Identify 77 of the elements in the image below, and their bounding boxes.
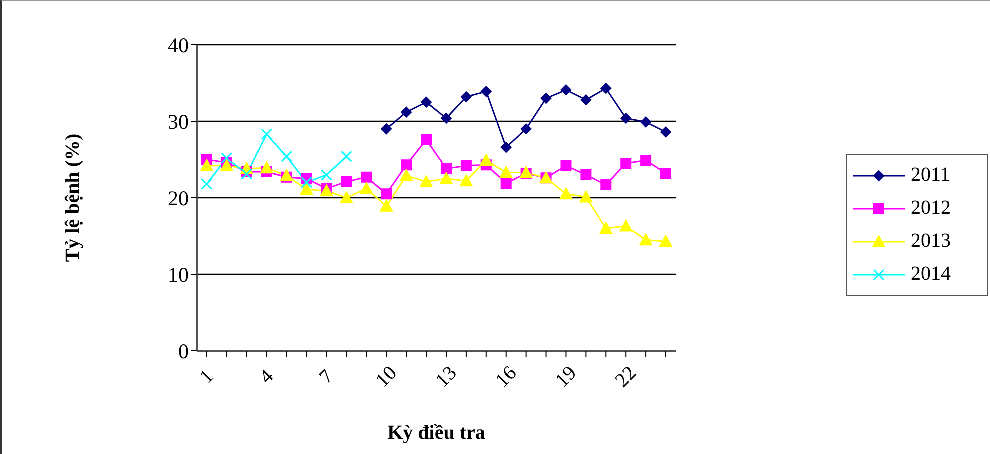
point	[560, 188, 573, 200]
point	[400, 169, 414, 182]
point	[580, 190, 593, 203]
point	[241, 168, 253, 180]
point	[660, 168, 672, 180]
point	[220, 159, 234, 172]
legend-label: 2014	[911, 263, 951, 286]
legend-label: 2013	[911, 230, 951, 253]
y-tick-label: 0	[178, 339, 189, 364]
x-tick-label: 4	[256, 366, 278, 388]
point	[620, 220, 633, 232]
point	[600, 179, 612, 190]
point	[560, 160, 572, 172]
y-tick-label: 30	[168, 110, 189, 134]
point	[280, 169, 294, 182]
point	[620, 112, 632, 124]
point	[320, 184, 334, 197]
point	[500, 178, 512, 189]
point	[580, 94, 592, 106]
point	[480, 154, 493, 166]
legend-label: 2011	[911, 164, 950, 187]
point	[660, 126, 672, 138]
point	[540, 93, 552, 104]
point	[440, 172, 453, 184]
x-tick-label: 7	[315, 366, 338, 388]
point	[600, 83, 612, 94]
point	[600, 222, 613, 234]
y-tick-label: 40	[168, 33, 189, 58]
point	[640, 116, 652, 128]
point	[200, 159, 214, 172]
y-tick-label: 20	[168, 186, 189, 210]
point	[300, 183, 314, 196]
x-axis-title: Kỳ điều tra	[388, 422, 486, 444]
point	[660, 235, 673, 248]
point	[381, 124, 392, 135]
point	[381, 188, 392, 200]
point	[221, 152, 233, 164]
point	[460, 160, 472, 172]
point	[320, 169, 332, 181]
point	[421, 134, 432, 146]
point	[261, 128, 273, 140]
point	[260, 162, 274, 174]
legend-label: 2012	[911, 197, 951, 220]
point	[380, 200, 394, 212]
point	[520, 124, 532, 135]
point	[341, 176, 352, 188]
x-tick-label: 22	[611, 362, 641, 392]
x-tick-label: 1	[196, 366, 218, 388]
point	[301, 176, 313, 188]
x-tick-label: 13	[432, 362, 462, 392]
point	[580, 170, 592, 181]
point	[480, 86, 492, 98]
point	[460, 174, 473, 187]
point	[640, 155, 652, 166]
point	[281, 150, 293, 162]
point	[440, 112, 452, 124]
point	[460, 92, 472, 103]
point	[440, 163, 452, 174]
point	[500, 166, 513, 178]
y-tick-label: 10	[168, 262, 189, 287]
point	[401, 106, 412, 118]
point	[640, 234, 653, 246]
y-axis-title: Tỷ lệ bệnh (%)	[62, 134, 84, 262]
point	[201, 178, 213, 190]
point	[340, 150, 352, 162]
point	[360, 182, 374, 194]
x-tick-label: 10	[372, 362, 402, 392]
point	[361, 172, 372, 183]
x-tick-label: 19	[551, 362, 582, 392]
point	[620, 158, 632, 170]
point	[421, 96, 432, 108]
point	[340, 192, 354, 204]
x-tick-label: 16	[492, 362, 522, 392]
point	[420, 175, 434, 188]
point	[500, 142, 512, 154]
point	[560, 84, 572, 96]
point	[401, 160, 412, 171]
